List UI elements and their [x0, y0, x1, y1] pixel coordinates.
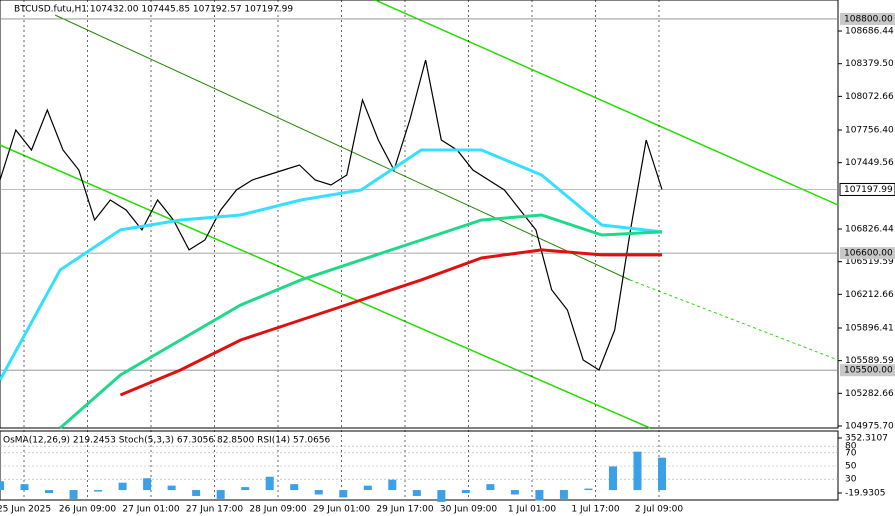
x-tick-label: 29 Jun 17:00 [376, 505, 433, 515]
osma-bar [118, 482, 127, 491]
osma-bar [363, 485, 372, 491]
x-tick-label: 29 Jun 01:00 [313, 505, 370, 515]
y-tick-label: 108072.66 [845, 92, 894, 102]
trend-line [629, 279, 839, 361]
y-tick-label: 107756.40 [845, 126, 894, 136]
price-box [839, 182, 895, 196]
x-tick-label: 2 Jul 09:00 [635, 505, 684, 515]
y-tick-label: 105896.41 [845, 324, 894, 334]
osma-bar [658, 457, 666, 491]
price-line [0, 148, 663, 381]
osma-bar [94, 490, 103, 492]
trend-line [374, 0, 839, 206]
x-tick-label: 1 Jul 01:00 [508, 505, 557, 515]
x-tick-label: 27 Jun 01:00 [122, 505, 179, 515]
osma-bar [608, 466, 617, 491]
osma-bar [265, 476, 274, 491]
level-label: 70 [845, 448, 857, 458]
y-tick-label: 352.3107 [845, 434, 888, 444]
osma-bar [314, 490, 323, 495]
y-tick-label: 105282.66 [845, 389, 894, 399]
osma-bar [216, 490, 225, 499]
osma-bar [290, 484, 299, 491]
current-price: 107197.99 [844, 185, 893, 195]
osma-bar [486, 484, 495, 491]
osma-bar [0, 481, 4, 491]
osma-bar [388, 479, 397, 491]
osma-bar [510, 490, 519, 495]
level-label: 80 [845, 442, 857, 452]
x-tick-label: 27 Jun 17:00 [186, 505, 243, 515]
price-line [0, 59, 663, 371]
level-box [840, 247, 895, 260]
symbol-header: BTCUSD.futu,H1 107432.00 107445.85 10719… [14, 5, 293, 15]
y-tick-label: 105589.59 [845, 356, 894, 366]
osma-bar [69, 490, 78, 499]
osma-bar [339, 490, 348, 498]
y-tick-label: 107449.56 [845, 158, 894, 168]
price-line [119, 248, 662, 397]
level-label: 50 [845, 462, 857, 472]
x-tick-label: 30 Jun 09:00 [440, 505, 497, 515]
osma-bar [412, 490, 421, 496]
y-tick-label: 108686.44 [845, 27, 894, 37]
price-line [59, 213, 663, 430]
x-tick-label: 25 Jun 2025 [0, 505, 51, 515]
osma-bar [241, 487, 250, 491]
indicator-label: OsMA(12,26,9) 219.2453 Stoch(5,3,3) 67.3… [3, 436, 331, 446]
osma-bar [143, 478, 152, 491]
osma-bar [461, 490, 470, 494]
level-box [840, 12, 895, 25]
y-tick-label: -19.9305 [845, 489, 885, 499]
osma-bar [584, 488, 593, 491]
level-box [840, 364, 895, 377]
level-label: 108800.00 [844, 14, 893, 24]
y-tick-label: 108379.50 [845, 59, 894, 69]
osma-bar [535, 490, 544, 501]
osma-bar [192, 490, 201, 496]
osma-bar [633, 451, 642, 491]
y-tick-label: 106519.59 [845, 257, 894, 267]
level-label: 105500.00 [844, 366, 893, 376]
osma-bar [559, 490, 568, 499]
osma-bar [437, 490, 446, 502]
trend-line [54, 14, 631, 281]
x-tick-label: 1 Jul 17:00 [571, 505, 620, 515]
y-tick-label: 104975.70 [845, 422, 894, 432]
osma-bar [167, 485, 176, 491]
main-panel [0, 0, 839, 429]
x-tick-label: 26 Jun 09:00 [59, 505, 116, 515]
x-tick-label: 28 Jun 09:00 [249, 505, 306, 515]
level-label: 106600.00 [844, 249, 893, 259]
level-label: 30 [845, 475, 857, 485]
trend-line [0, 144, 651, 429]
osma-bar [45, 490, 54, 494]
osma-bar [20, 484, 29, 491]
y-tick-label: 106212.66 [845, 290, 894, 300]
indicator-panel [0, 430, 839, 501]
y-tick-label: 106826.44 [845, 225, 894, 235]
